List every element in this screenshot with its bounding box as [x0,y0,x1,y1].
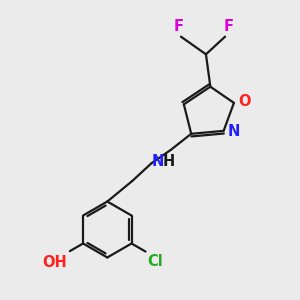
Text: F: F [224,19,234,34]
Text: N: N [152,154,164,169]
Text: Cl: Cl [147,254,163,269]
Text: OH: OH [43,255,68,270]
Text: F: F [174,19,184,34]
Text: H: H [163,154,175,169]
Text: N: N [227,124,240,139]
Text: O: O [238,94,250,109]
